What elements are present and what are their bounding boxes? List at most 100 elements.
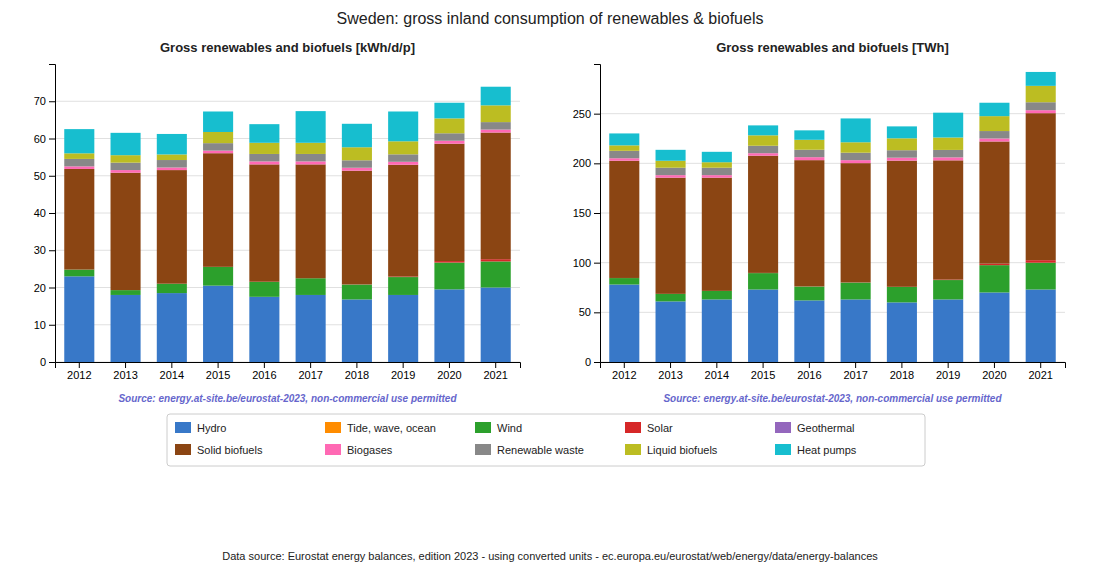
x-tick-label: 2015 (206, 369, 230, 381)
y-tick-label: 0 (585, 356, 591, 368)
bar-segment (111, 173, 141, 290)
y-tick-label: 150 (573, 207, 591, 219)
x-tick: 2019 (936, 362, 960, 381)
x-tick-label: 2019 (936, 369, 960, 381)
y-tick: 20 (34, 282, 55, 294)
x-tick-label: 2020 (437, 369, 461, 381)
bar-segment (249, 297, 279, 362)
x-tick: 2016 (252, 362, 276, 381)
title: Sweden: gross inland consumption of rene… (337, 10, 764, 27)
y-tick-label: 50 (34, 170, 46, 182)
legend-swatch (175, 444, 191, 455)
y-tick-mark (49, 288, 55, 289)
legend-label: Wind (497, 422, 522, 434)
bar-segment (887, 161, 917, 287)
x-tick-label: 2012 (612, 369, 636, 381)
bar-segment (296, 161, 326, 164)
bar-segment (203, 111, 233, 131)
bar-segment (342, 285, 372, 300)
series (609, 86, 1055, 168)
bar-segment (1026, 113, 1056, 260)
y-tick-mark (594, 312, 600, 313)
bar-segment (702, 162, 732, 167)
bar-segment (481, 122, 511, 129)
bar-segment (702, 175, 732, 177)
bar-segment (342, 160, 372, 167)
bar-segment (702, 178, 732, 291)
bar-segment (656, 175, 686, 177)
bar-segment (794, 300, 824, 362)
x-tick: 2012 (612, 362, 636, 381)
x-tick-mark (264, 362, 265, 368)
bar-segment (887, 138, 917, 150)
grid (55, 101, 520, 362)
legend-item: Tide, wave, ocean (325, 422, 436, 434)
bar-segment (481, 130, 511, 133)
y-tick-mark (49, 139, 55, 140)
x-axis-line (601, 363, 1066, 369)
legend-label: Tide, wave, ocean (347, 422, 436, 434)
y-axis: 010203040506070 (34, 65, 56, 369)
series (609, 102, 1055, 175)
bar-segment (656, 301, 686, 362)
legend-item: Wind (475, 422, 522, 434)
x-tick-mark (855, 362, 856, 368)
bar-segment (1026, 72, 1056, 86)
legend-item: Renewable waste (475, 444, 584, 456)
x-tick: 2017 (298, 362, 322, 381)
subtitle: Gross renewables and biofuels [TWh] (716, 40, 949, 55)
bar-segment (1026, 263, 1056, 290)
bar-segment (64, 270, 94, 277)
bar-segment (64, 166, 94, 169)
bar-segment (979, 141, 1009, 263)
bar-segment (841, 283, 871, 300)
x-tick-label: 2016 (252, 369, 276, 381)
legend-item: Solid biofuels (175, 444, 263, 456)
x-tick-label: 2018 (890, 369, 914, 381)
annotation: Source: energy.at-site.be/eurostat-2023,… (118, 393, 457, 404)
subtitle: Gross renewables and biofuels [kWh/d/p] (160, 40, 415, 55)
legend-item: Geothermal (775, 422, 854, 434)
y-tick: 150 (573, 207, 600, 219)
legend-label: Hydro (197, 422, 226, 434)
x-tick-label: 2017 (298, 369, 322, 381)
x-tick: 2018 (890, 362, 914, 381)
x-tick-mark (716, 362, 717, 368)
bar-segment (933, 280, 963, 299)
bar-segment (609, 145, 639, 150)
y-tick-label: 10 (34, 319, 46, 331)
bar-segment (748, 289, 778, 362)
panel: 0102030405060702012201320142015201620172… (34, 40, 521, 404)
bar-segment (794, 140, 824, 150)
bar-segment (481, 133, 511, 260)
bar-segment (656, 150, 686, 161)
bar-segment (794, 287, 824, 301)
series (609, 285, 1055, 362)
y-tick: 0 (40, 356, 55, 368)
bar-segment (296, 164, 326, 278)
bar-segment (157, 170, 187, 284)
legend-item: Hydro (175, 422, 226, 434)
bar-segment (157, 154, 187, 160)
x-tick-label: 2015 (751, 369, 775, 381)
bar-segment (249, 282, 279, 297)
bar-segment (748, 135, 778, 145)
bar-segment (157, 284, 187, 293)
y-tick-label: 20 (34, 282, 46, 294)
bar-segment (296, 295, 326, 362)
bar-segment (841, 142, 871, 152)
y-tick-mark (594, 362, 600, 363)
bar-segment (296, 111, 326, 143)
bar-segment (203, 267, 233, 286)
bar-segment (249, 164, 279, 281)
bar-segment (203, 151, 233, 154)
x-tick: 2016 (797, 362, 821, 381)
y-axis: 050100150200250 (573, 65, 601, 369)
bar-segment (933, 138, 963, 150)
grid (600, 114, 1065, 362)
x-tick-mark (356, 362, 357, 368)
bar-segment (748, 153, 778, 155)
y-tick: 10 (34, 319, 55, 331)
x-tick: 2021 (1028, 362, 1052, 381)
bar-segment (64, 159, 94, 166)
